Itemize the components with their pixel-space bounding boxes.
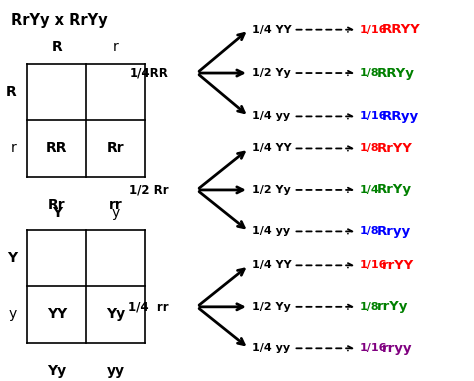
Text: 1/2 Yy: 1/2 Yy: [252, 185, 291, 195]
Text: RRYy: RRYy: [376, 67, 414, 80]
Text: 1/2 Yy: 1/2 Yy: [252, 68, 291, 78]
Text: 1/16: 1/16: [359, 111, 387, 122]
Text: RRyy: RRyy: [382, 110, 419, 123]
Text: Rr: Rr: [107, 141, 125, 155]
Text: Yy: Yy: [106, 307, 125, 321]
Text: Rryy: Rryy: [376, 225, 410, 238]
Text: yy: yy: [107, 364, 125, 378]
Text: 1/4RR: 1/4RR: [130, 67, 169, 80]
Text: 1/8: 1/8: [359, 226, 379, 237]
Text: RRYY: RRYY: [382, 23, 421, 36]
Text: r: r: [113, 40, 118, 54]
Text: r: r: [11, 141, 17, 155]
Text: 1/4 yy: 1/4 yy: [252, 111, 290, 122]
Text: 1/2 Yy: 1/2 Yy: [252, 302, 291, 312]
Text: y: y: [111, 206, 120, 220]
Text: 1/4: 1/4: [359, 185, 379, 195]
Text: rrYy: rrYy: [376, 300, 408, 313]
Text: 1/8: 1/8: [359, 68, 379, 78]
Text: 1/16: 1/16: [359, 343, 387, 353]
Text: RR: RR: [46, 141, 67, 155]
Text: 1/4 YY: 1/4 YY: [252, 260, 292, 271]
Text: 1/16: 1/16: [359, 25, 387, 35]
Text: Y: Y: [7, 251, 17, 265]
Text: R: R: [51, 40, 62, 54]
Text: 1/4 YY: 1/4 YY: [252, 144, 292, 154]
Text: rrYY: rrYY: [382, 259, 414, 272]
Text: 1/4  rr: 1/4 rr: [128, 300, 169, 313]
Text: rryy: rryy: [382, 342, 413, 355]
Text: 1/2 Rr: 1/2 Rr: [129, 183, 169, 197]
Text: 1/8: 1/8: [359, 302, 379, 312]
Text: y: y: [9, 307, 17, 321]
Text: Yy: Yy: [47, 364, 66, 378]
Text: rr: rr: [109, 198, 123, 212]
Text: Rr: Rr: [48, 198, 65, 212]
Text: 1/4 yy: 1/4 yy: [252, 343, 290, 353]
Text: 1/8: 1/8: [359, 144, 379, 154]
Text: 1/4 YY: 1/4 YY: [252, 25, 292, 35]
Text: RrYy: RrYy: [376, 183, 411, 197]
Text: 1/16: 1/16: [359, 260, 387, 271]
Text: RrYy x RrYy: RrYy x RrYy: [11, 13, 108, 28]
Text: 1/4 yy: 1/4 yy: [252, 226, 290, 237]
Text: RrYY: RrYY: [376, 142, 412, 155]
Text: R: R: [6, 85, 17, 99]
Text: Y: Y: [52, 206, 62, 220]
Text: YY: YY: [46, 307, 67, 321]
